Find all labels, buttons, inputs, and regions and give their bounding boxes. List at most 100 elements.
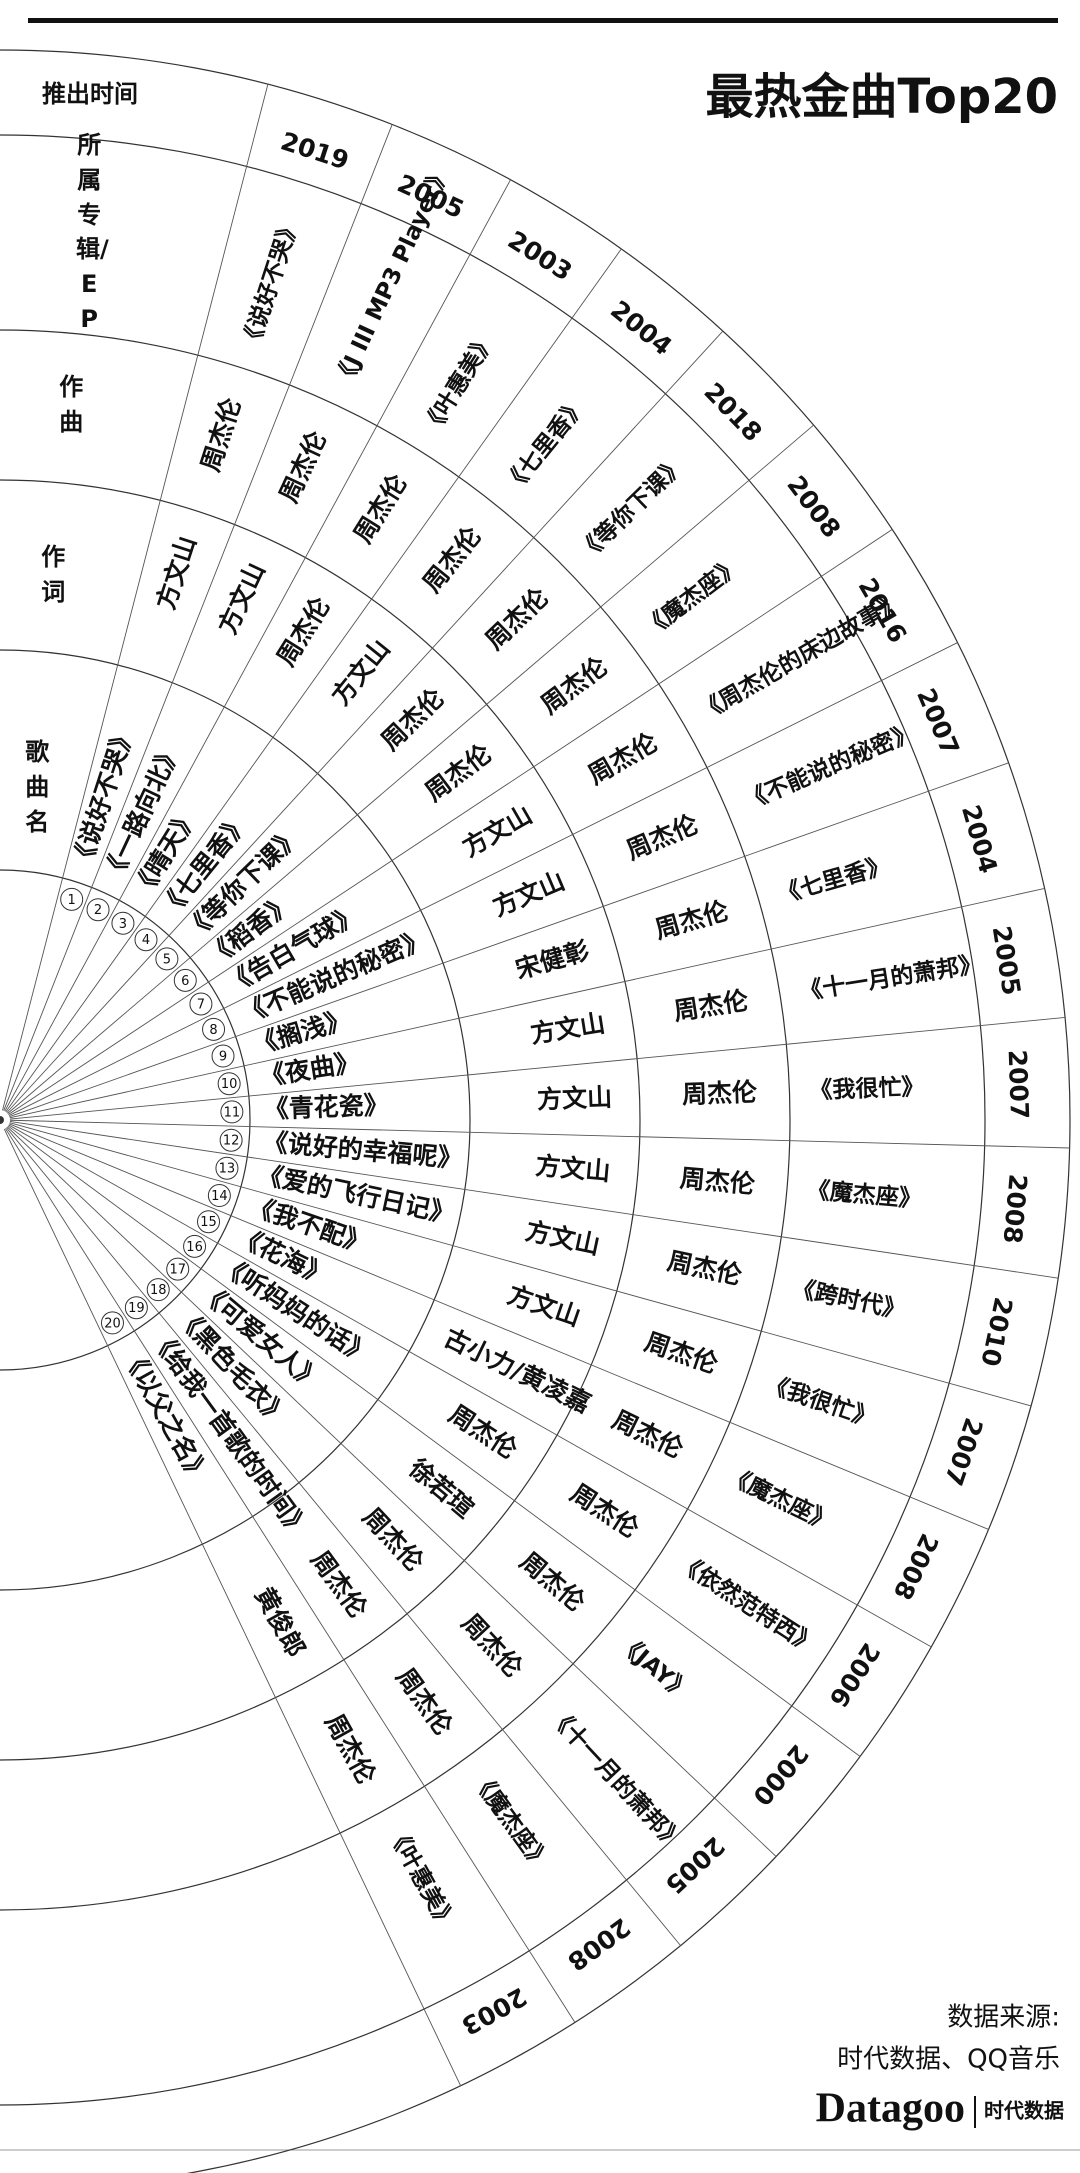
year: 2006 <box>823 1638 885 1712</box>
divider <box>6 330 724 1113</box>
album: 《我很忙》 <box>809 1073 925 1104</box>
composer: 周杰伦 <box>583 727 663 790</box>
rank-badge <box>146 1278 170 1302</box>
album: 《魔杰座》 <box>723 1462 838 1537</box>
rank: 17 <box>169 1263 186 1278</box>
composer: 周杰伦 <box>391 1663 459 1742</box>
album: 《七里香》 <box>775 852 893 909</box>
rank: 11 <box>224 1105 241 1120</box>
rank: 10 <box>221 1077 238 1092</box>
brand: Datagoo <box>816 2086 965 2132</box>
rank-badge <box>219 1128 243 1152</box>
lyricist: 周杰伦 <box>420 738 498 807</box>
rank: 9 <box>219 1050 227 1065</box>
rank: 19 <box>128 1301 145 1316</box>
rank: 2 <box>94 903 102 918</box>
ring <box>0 134 986 2106</box>
header-lyricist: 作词 <box>41 543 66 606</box>
composer: 周杰伦 <box>682 1078 759 1110</box>
composer: 周杰伦 <box>348 468 413 548</box>
rank-badge <box>215 1156 239 1180</box>
composer: 周杰伦 <box>417 520 487 597</box>
rank-badge <box>183 1234 207 1258</box>
composer: 周杰伦 <box>456 1608 529 1683</box>
composer: 周杰伦 <box>480 582 555 656</box>
composer: 周杰伦 <box>652 896 733 945</box>
divider <box>9 762 1009 1118</box>
divider <box>9 887 1045 1119</box>
rank: 14 <box>211 1189 228 1204</box>
divider <box>9 1016 1066 1120</box>
title: 最热金曲Top20 <box>705 69 1058 125</box>
album: 《我很忙》 <box>762 1370 880 1433</box>
composer: 周杰伦 <box>274 426 332 507</box>
rank: 8 <box>209 1023 217 1038</box>
rank-badge <box>202 1017 226 1041</box>
rank: 18 <box>150 1283 167 1298</box>
rank-badge <box>124 1296 148 1320</box>
header-composer: 作曲 <box>59 373 84 436</box>
rank: 6 <box>181 974 189 989</box>
divider <box>3 124 393 1111</box>
song-name: 《青花瓷》 <box>263 1090 389 1123</box>
brand-sub: 时代数据 <box>984 2099 1064 2123</box>
lyricist: 方文山 <box>504 1280 584 1332</box>
rank-badge <box>166 1257 190 1281</box>
header-album: 所属专辑/EP <box>76 131 109 333</box>
divider <box>9 1119 1070 1149</box>
divider <box>6 1126 777 1857</box>
divider <box>8 529 893 1115</box>
divider <box>2 83 269 1111</box>
ring <box>0 329 791 1911</box>
source: 时代数据、QQ音乐 <box>837 2045 1060 2075</box>
lyricist: 方文山 <box>326 634 396 711</box>
header-song: 歌曲名 <box>25 738 50 836</box>
year: 2010 <box>975 1295 1018 1369</box>
year: 2008 <box>888 1529 945 1604</box>
rank-badge <box>155 947 179 971</box>
lyricist: 周杰伦 <box>305 1545 373 1624</box>
rank-badge <box>189 992 213 1016</box>
ring <box>0 49 1071 2173</box>
lyricist: 宋健彰 <box>512 936 592 985</box>
rank-badge <box>134 928 158 952</box>
divider <box>9 1121 1059 1279</box>
lyricist: 方文山 <box>528 1008 607 1048</box>
rank: 16 <box>186 1240 203 1255</box>
album: 《说好不哭》 <box>237 214 305 354</box>
year: 2007 <box>911 684 965 759</box>
lyricist: 方文山 <box>213 558 271 638</box>
divider <box>7 1125 861 1757</box>
ring <box>0 869 251 1371</box>
divider <box>4 179 511 1112</box>
divider <box>4 1128 576 2023</box>
composer: 周杰伦 <box>679 1164 757 1200</box>
album: 《十一月的萧邦》 <box>543 1703 688 1856</box>
album: 《叶惠美》 <box>417 328 501 440</box>
year: 2004 <box>956 802 1003 877</box>
composer: 周杰伦 <box>320 1709 382 1790</box>
album: 《等你下课》 <box>573 451 691 566</box>
rank: 5 <box>163 952 171 967</box>
composer: 周杰伦 <box>565 1478 645 1544</box>
album: 《依然范特西》 <box>673 1549 823 1659</box>
rank: 7 <box>197 998 205 1013</box>
header-year: 推出时间 <box>42 80 138 108</box>
composer: 周杰伦 <box>608 1405 689 1464</box>
ring <box>0 649 471 1591</box>
divider <box>8 642 958 1116</box>
composer: 周杰伦 <box>535 651 613 720</box>
top-rule <box>28 18 1058 23</box>
rank-badge <box>111 911 135 935</box>
divider <box>3 1128 462 2086</box>
album: 《叶惠美》 <box>382 1821 461 1935</box>
rank-badge <box>207 1184 231 1208</box>
rank: 4 <box>142 933 150 948</box>
rank: 15 <box>200 1215 217 1230</box>
rank: 13 <box>219 1162 236 1177</box>
year: 2008 <box>562 1912 635 1976</box>
album: 《JAY》 <box>612 1630 695 1706</box>
rank-badge <box>217 1072 241 1096</box>
rank: 3 <box>119 917 127 932</box>
